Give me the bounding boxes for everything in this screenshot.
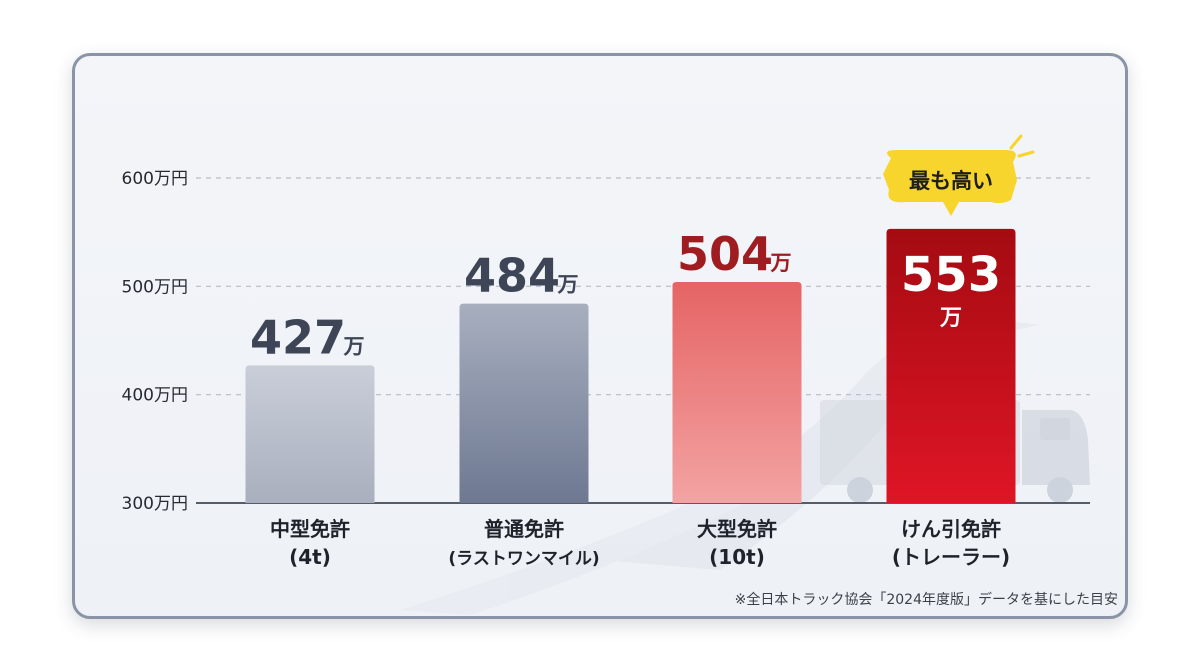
data-label-unit: 万: [557, 273, 579, 297]
x-tick-label: けん引免許: [901, 517, 1001, 541]
badge-shape: [883, 150, 1017, 216]
x-tick-label: 中型免許: [270, 517, 350, 541]
data-label: 553: [901, 247, 1001, 303]
y-axis: 600万円 500万円 400万円 300万円: [122, 169, 188, 514]
bar: [245, 365, 375, 503]
data-label: 427: [250, 310, 346, 364]
badge-text: 最も高い: [909, 169, 993, 193]
x-axis: 中型免許 (4t) 普通免許 (ラストワンマイル) 大型免許 (10t) けん引免許 (トレー…: [270, 517, 1010, 569]
x-tick-label-sub: (トレーラー): [892, 545, 1010, 569]
x-tick-label-sub: (10t): [709, 545, 765, 569]
data-label-unit: 万: [770, 251, 792, 275]
data-label-unit: 万: [939, 306, 962, 331]
bars: [245, 228, 1016, 503]
y-tick-label: 300万円: [122, 494, 188, 514]
bar: [672, 282, 802, 503]
x-tick-label-sub: (4t): [289, 545, 331, 569]
data-label: 484: [464, 249, 560, 303]
bar: [459, 303, 589, 503]
y-tick-label: 500万円: [122, 277, 188, 297]
y-tick-label: 600万円: [122, 169, 188, 189]
footnote: ※全日本トラック協会「2024年度版」データを基にした目安: [734, 592, 1118, 608]
x-tick-label: 普通免許: [484, 517, 564, 541]
y-tick-label: 400万円: [122, 386, 188, 406]
x-tick-label-sub: (ラストワンマイル): [448, 549, 599, 569]
x-tick-label: 大型免許: [697, 517, 777, 541]
highlight-badge: 最も高い: [883, 134, 1035, 216]
data-label: 504: [677, 227, 773, 281]
badge-spark: [1009, 134, 1023, 150]
data-label-unit: 万: [343, 334, 365, 358]
badge-spark: [1017, 150, 1035, 158]
bar: [886, 228, 1016, 503]
